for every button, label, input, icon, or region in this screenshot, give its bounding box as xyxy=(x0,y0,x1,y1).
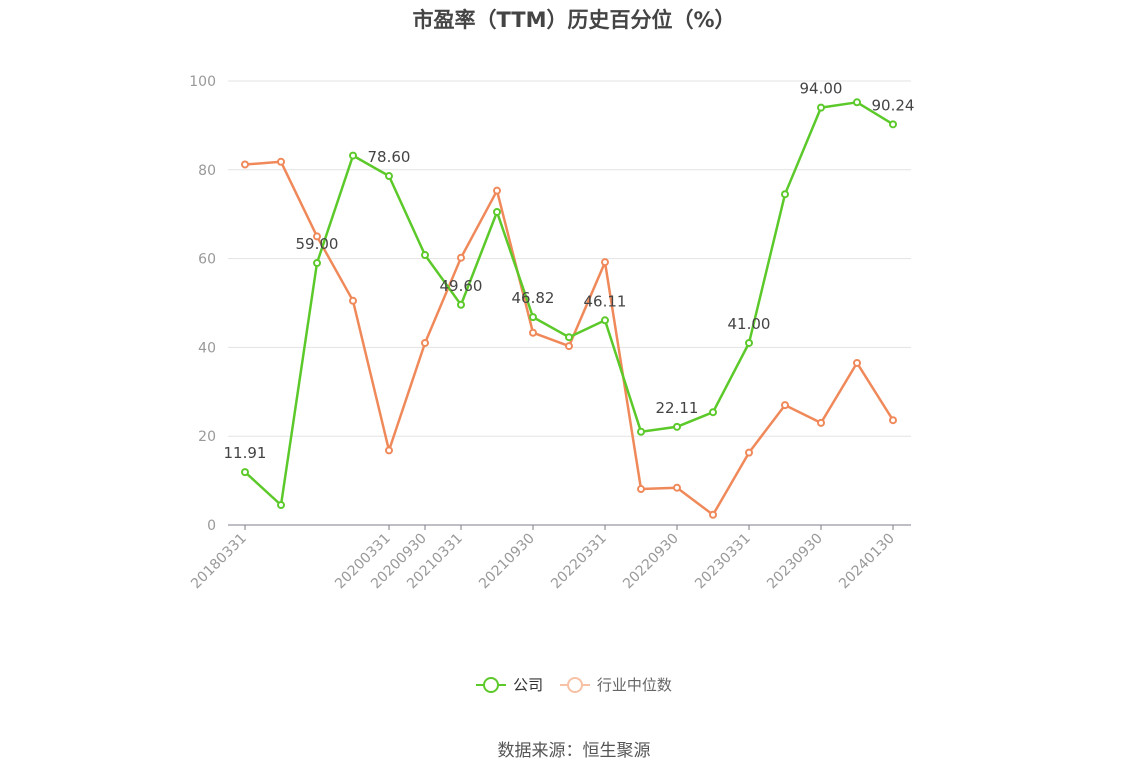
x-tick-label: 20220331 xyxy=(548,531,610,593)
legend-item-industry-median[interactable]: 行业中位数 xyxy=(559,674,672,695)
x-tick-label: 20210930 xyxy=(476,531,538,593)
industry-median-data-point xyxy=(781,401,789,410)
company-data-point xyxy=(781,190,789,199)
company-data-point xyxy=(889,120,897,129)
company-data-point xyxy=(601,316,609,325)
company-data-point xyxy=(277,501,285,510)
y-tick-label: 60 xyxy=(198,252,216,268)
data-label: 78.60 xyxy=(368,148,411,166)
company-data-point xyxy=(529,313,537,322)
company-data-point xyxy=(349,151,357,160)
industry-median-data-point xyxy=(637,485,645,494)
company-data-point xyxy=(385,172,393,181)
company-data-point xyxy=(241,468,249,477)
industry-median-data-point xyxy=(421,338,429,347)
legend-item-company[interactable]: 公司 xyxy=(476,674,543,695)
data-label: 11.91 xyxy=(224,444,267,462)
industry-median-data-point xyxy=(673,483,681,492)
y-tick-label: 0 xyxy=(207,518,216,534)
x-tick-label: 20220930 xyxy=(620,531,682,593)
industry-median-data-point xyxy=(709,510,717,519)
y-tick-label: 100 xyxy=(189,74,216,90)
series xyxy=(241,98,897,519)
y-tick-label: 80 xyxy=(198,163,216,179)
legend: 公司 行业中位数 xyxy=(0,674,1148,697)
company-data-point xyxy=(493,207,501,216)
industry-median-data-point xyxy=(817,418,825,427)
industry-median-data-point xyxy=(313,232,321,241)
industry-median-data-point xyxy=(385,446,393,455)
company-series-line xyxy=(244,101,894,507)
industry-median-data-point xyxy=(493,186,501,195)
x-tick-label: 20180331 xyxy=(188,531,250,593)
legend-line-circle-icon xyxy=(476,676,507,693)
company-data-point xyxy=(709,408,717,417)
data-label: 46.82 xyxy=(512,289,555,307)
data-label: 41.00 xyxy=(728,315,771,333)
company-data-point xyxy=(745,338,753,347)
data-label: 90.24 xyxy=(872,96,915,114)
industry-median-data-point xyxy=(457,253,465,262)
company-data-point xyxy=(853,98,861,107)
company-data-point xyxy=(637,427,645,436)
x-tick-label: 20230331 xyxy=(692,531,754,593)
company-data-point xyxy=(313,259,321,268)
data-label: 94.00 xyxy=(800,80,843,98)
industry-median-data-point xyxy=(565,342,573,351)
x-tick-label: 20240130 xyxy=(836,531,898,593)
industry-median-data-point xyxy=(853,358,861,367)
data-label: 59.00 xyxy=(296,235,339,253)
industry-median-data-point xyxy=(529,328,537,337)
industry-median-data-point xyxy=(889,416,897,425)
data-label: 49.60 xyxy=(440,277,483,295)
legend-line-circle-icon xyxy=(559,676,590,693)
industry-median-data-point xyxy=(601,258,609,267)
company-data-point xyxy=(817,103,825,112)
company-data-point xyxy=(565,333,573,342)
legend-label-industry-median: 行业中位数 xyxy=(596,676,672,694)
legend-marker xyxy=(566,676,583,693)
y-tick-label: 40 xyxy=(198,340,216,356)
data-label: 22.11 xyxy=(656,399,699,417)
x-tick-label: 20230930 xyxy=(764,531,826,593)
legend-marker xyxy=(483,676,500,693)
industry-median-data-point xyxy=(241,160,249,169)
company-data-point xyxy=(421,251,429,260)
data-labels: 11.91 59.00 78.60 49.60 46.82 46.11 22.11 41.00… xyxy=(224,80,915,462)
data-label: 46.11 xyxy=(584,292,627,310)
company-data-point xyxy=(457,300,465,309)
chart-title: 市盈率（TTM）历史百分位（%） xyxy=(412,8,736,32)
legend-label-company: 公司 xyxy=(513,676,544,694)
industry-median-data-point xyxy=(745,448,753,457)
source-note: 数据来源：恒生聚源 xyxy=(497,741,651,761)
y-tick-label: 20 xyxy=(198,429,216,445)
industry-median-data-point xyxy=(349,296,357,305)
industry-median-data-point xyxy=(277,157,285,166)
company-data-point xyxy=(673,422,681,431)
